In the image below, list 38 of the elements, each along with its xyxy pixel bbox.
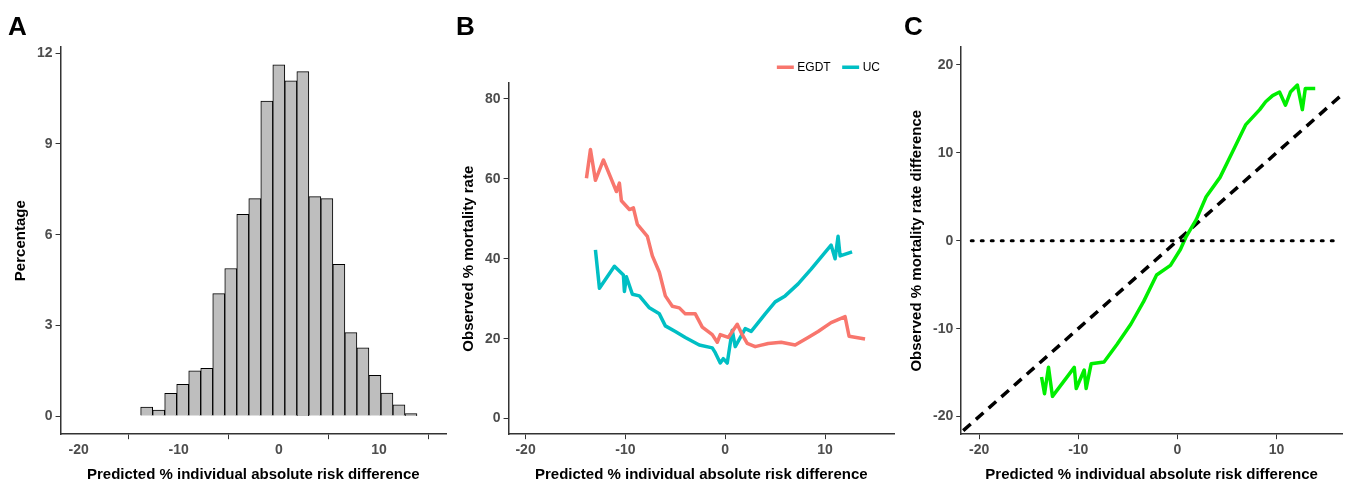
x-tick-label: 0 bbox=[721, 441, 730, 458]
y-tick-label: 10 bbox=[937, 143, 954, 160]
y-tick-label: 20 bbox=[937, 55, 954, 72]
legend-label: EGDT bbox=[797, 59, 832, 74]
y-tick-label: 0 bbox=[492, 409, 501, 426]
y-axis-title: Percentage bbox=[11, 200, 29, 282]
x-axis-title: Predicted % individual absolute risk difference bbox=[86, 465, 420, 483]
x-tick-label: 0 bbox=[1173, 441, 1182, 458]
y-tick-label: 80 bbox=[484, 89, 501, 106]
legend-label: UC bbox=[862, 59, 881, 74]
y-tick-label: -10 bbox=[933, 319, 954, 336]
chart-title: C bbox=[904, 10, 923, 41]
y-axis-title: Observed % mortality rate difference bbox=[907, 109, 925, 372]
y-tick-label: 9 bbox=[44, 134, 53, 151]
y-tick-label: 3 bbox=[44, 316, 53, 333]
y-axis-title: Observed % mortality rate bbox=[459, 165, 477, 352]
x-tick-label: -20 bbox=[968, 441, 990, 458]
y-tick-label: 60 bbox=[484, 169, 501, 186]
x-axis-title: Predicted % individual absolute risk difference bbox=[534, 465, 868, 483]
x-tick-label: -20 bbox=[68, 441, 89, 458]
y-tick-label: 6 bbox=[44, 225, 53, 242]
chart-title: B bbox=[456, 10, 475, 41]
y-tick-label: 0 bbox=[44, 406, 53, 423]
y-tick-label: -20 bbox=[933, 407, 954, 424]
x-tick-label: 10 bbox=[817, 441, 834, 458]
x-tick-label: -10 bbox=[168, 441, 190, 458]
x-tick-label: -10 bbox=[1068, 441, 1089, 458]
x-tick-label: 0 bbox=[274, 441, 283, 458]
x-tick-label: 10 bbox=[1268, 441, 1285, 458]
chart-title: A bbox=[8, 10, 27, 41]
x-tick-label: -20 bbox=[515, 441, 536, 458]
x-tick-label: -10 bbox=[615, 441, 636, 458]
y-tick-label: 12 bbox=[36, 44, 53, 61]
x-axis-title: Predicted % individual absolute risk difference bbox=[985, 465, 1318, 483]
y-tick-label: 0 bbox=[945, 231, 954, 248]
y-tick-label: 40 bbox=[484, 249, 501, 266]
y-tick-label: 20 bbox=[484, 329, 501, 346]
x-tick-label: 10 bbox=[371, 441, 387, 458]
